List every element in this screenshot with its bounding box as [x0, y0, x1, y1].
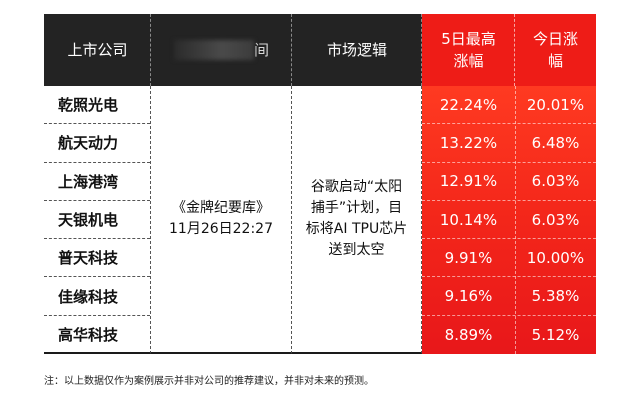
source-line1: 《金牌纪要库》	[172, 200, 270, 216]
five-day-value: 22.24%	[439, 95, 498, 114]
five-day-value: 12.91%	[439, 172, 498, 191]
header-company-label: 上市公司	[67, 41, 128, 59]
values-area: 22.24% 20.01% 13.22% 6.48% 12.91% 6.03% …	[422, 86, 596, 354]
today-value: 20.01%	[526, 95, 585, 114]
header-source-suffix: 间	[253, 41, 269, 59]
company-name: 上海港湾	[44, 163, 150, 201]
logic-cell: 谷歌启动“太阳捕手”计划，目标将AI TPU芯片送到太空	[292, 86, 422, 354]
header-logic-label: 市场逻辑	[326, 41, 387, 59]
today-value: 6.03%	[531, 210, 580, 229]
header-today-line1: 今日涨	[532, 30, 578, 48]
five-day-value: 13.22%	[439, 133, 498, 152]
source-cell: 《金牌纪要库》 11月26日22:27	[151, 86, 292, 354]
header-source: 间	[151, 14, 292, 86]
five-day-value: 8.89%	[444, 325, 493, 344]
today-value: 6.48%	[531, 133, 580, 152]
company-column: 乾照光电 航天动力 上海港湾 天银机电 普天科技 佳缘科技 高华科技	[44, 86, 151, 354]
header-logic: 市场逻辑	[292, 14, 422, 86]
today-value: 10.00%	[526, 248, 585, 267]
table-row: 8.89% 5.12%	[422, 316, 596, 354]
disclaimer-note: 注：以上数据仅作为案例展示并非对公司的推荐建议，并非对未来的预测。	[44, 376, 374, 387]
five-day-value: 10.14%	[439, 210, 498, 229]
five-day-value: 9.16%	[444, 287, 493, 306]
five-day-value: 9.91%	[444, 248, 493, 267]
header-five-day-line1: 5日最高	[441, 30, 496, 48]
source-line2: 11月26日22:27	[169, 221, 273, 237]
today-value: 5.12%	[531, 325, 580, 344]
header-five-day-line2: 涨幅	[453, 52, 484, 70]
table-row: 9.16% 5.38%	[422, 278, 596, 316]
company-name: 航天动力	[44, 124, 150, 163]
company-name: 普天科技	[44, 239, 150, 278]
today-value: 6.03%	[531, 172, 580, 191]
today-value: 5.38%	[531, 287, 580, 306]
blurred-header-text	[173, 40, 254, 60]
table-row: 9.91% 10.00%	[422, 239, 596, 278]
header-five-day: 5日最高 涨幅	[422, 14, 515, 86]
header-today-line2: 幅	[547, 52, 563, 70]
table-row: 13.22% 6.48%	[422, 124, 596, 163]
company-name: 佳缘科技	[44, 277, 150, 316]
company-name: 乾照光电	[44, 86, 150, 125]
logic-text: 谷歌启动“太阳捕手”计划，目标将AI TPU芯片送到太空	[305, 179, 408, 258]
table-row: 10.14% 6.03%	[422, 201, 596, 240]
table-row: 22.24% 20.01%	[422, 86, 596, 125]
company-name: 天银机电	[44, 201, 150, 240]
table-row: 12.91% 6.03%	[422, 163, 596, 201]
header-company: 上市公司	[44, 14, 151, 86]
company-name: 高华科技	[58, 326, 119, 345]
stock-table: 上市公司 间 市场逻辑 5日最高 涨幅 今日涨 幅 乾照光电 航天动力 上海港湾…	[44, 14, 596, 354]
header-today: 今日涨 幅	[515, 14, 596, 86]
